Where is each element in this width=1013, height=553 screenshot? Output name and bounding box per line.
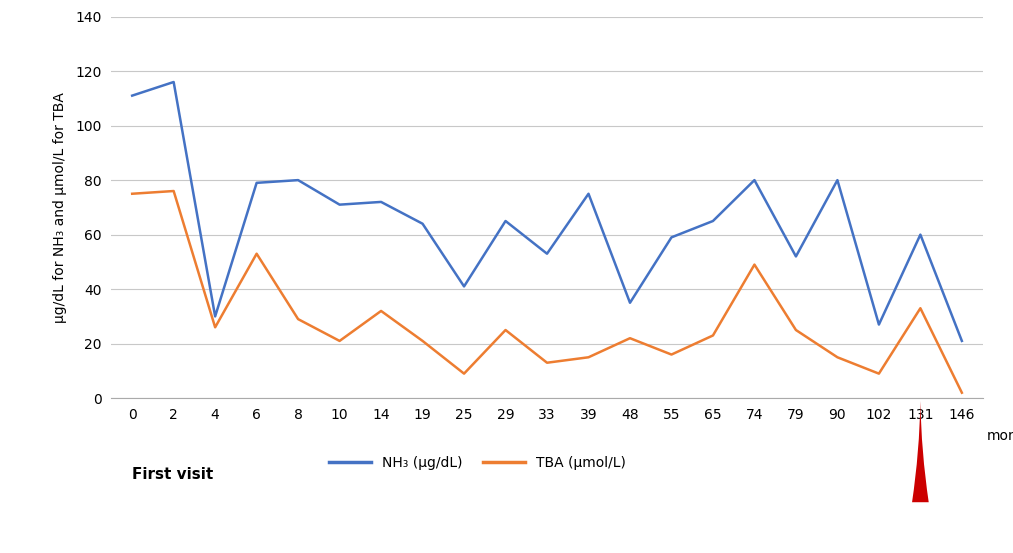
Legend: NH₃ (μg/dL), TBA (μmol/L): NH₃ (μg/dL), TBA (μmol/L) [323,450,631,475]
Text: month: month [987,429,1013,443]
Text: First visit: First visit [132,467,214,482]
Y-axis label: μg/dL for NH₃ and μmol/L for TBA: μg/dL for NH₃ and μmol/L for TBA [53,92,67,323]
